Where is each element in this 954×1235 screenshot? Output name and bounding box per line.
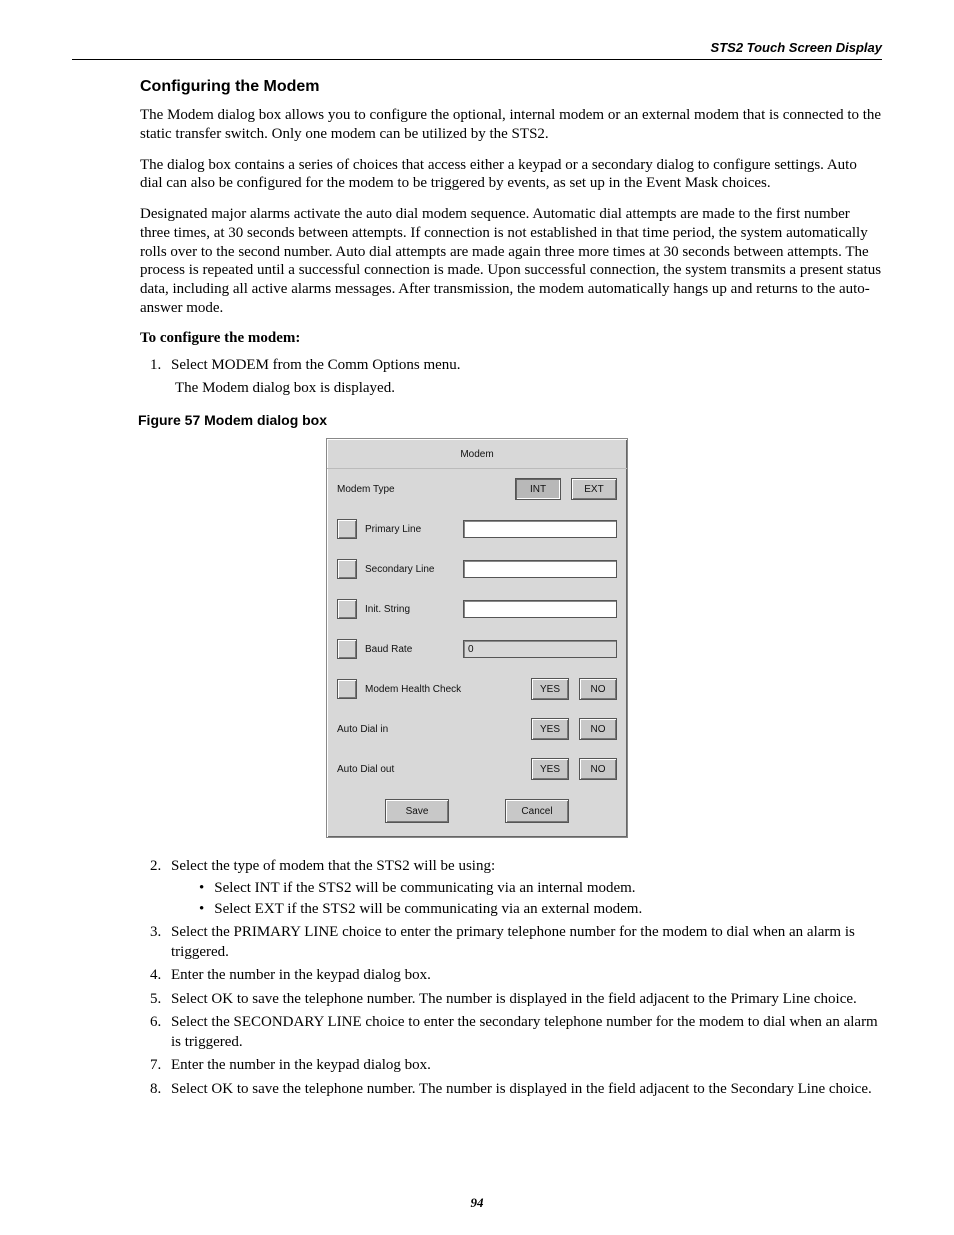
step-1-line-2: The Modem dialog box is displayed. [175,378,882,398]
secondary-line-choice-button[interactable] [337,559,357,579]
content-area-2: Select the type of modem that the STS2 w… [140,856,882,1099]
baud-rate-choice-button[interactable] [337,639,357,659]
step-6: Select the SECONDARY LINE choice to ente… [165,1012,882,1053]
init-string-choice-button[interactable] [337,599,357,619]
auto-dial-in-yes-button[interactable]: YES [531,718,569,740]
row-primary-line: Primary Line [327,509,627,549]
paragraph-3: Designated major alarms activate the aut… [140,205,882,318]
step-4: Enter the number in the keypad dialog bo… [165,965,882,985]
figure-caption: Figure 57 Modem dialog box [138,412,882,428]
auto-dial-out-yes-button[interactable]: YES [531,758,569,780]
step-2-text: Select the type of modem that the STS2 w… [171,858,495,874]
modem-dialog: Modem Modem Type INT EXT Primary Line Se… [326,438,628,838]
auto-dial-out-no-button[interactable]: NO [579,758,617,780]
cancel-button[interactable]: Cancel [505,799,569,823]
label-health-check: Modem Health Check [365,684,485,695]
header-rule [72,59,882,60]
paragraph-2: The dialog box contains a series of choi… [140,156,882,194]
ext-button[interactable]: EXT [571,478,617,500]
row-init-string: Init. String [327,589,627,629]
page-number: 94 [0,1195,954,1211]
row-auto-dial-out: Auto Dial out YES NO [327,749,627,789]
init-string-field[interactable] [463,600,617,618]
page: STS2 Touch Screen Display Configuring th… [0,0,954,1235]
health-check-choice-button[interactable] [337,679,357,699]
int-button[interactable]: INT [515,478,561,500]
secondary-line-field[interactable] [463,560,617,578]
health-check-group: YES NO [531,678,617,700]
label-auto-dial-in: Auto Dial in [337,724,463,735]
baud-rate-field: 0 [463,640,617,658]
steps-list-2: Select the type of modem that the STS2 w… [140,856,882,1099]
row-auto-dial-in: Auto Dial in YES NO [327,709,627,749]
auto-dial-in-group: YES NO [531,718,617,740]
dialog-wrap: Modem Modem Type INT EXT Primary Line Se… [72,438,882,838]
step-2-bullets: Select INT if the STS2 will be communica… [199,878,882,919]
auto-dial-in-no-button[interactable]: NO [579,718,617,740]
dialog-actions: Save Cancel [327,799,627,823]
step-8: Select OK to save the telephone number. … [165,1079,882,1099]
configure-heading: To configure the modem: [140,330,882,347]
label-primary-line: Primary Line [365,524,463,535]
dialog-title: Modem [327,439,627,469]
step-7: Enter the number in the keypad dialog bo… [165,1055,882,1075]
health-check-yes-button[interactable]: YES [531,678,569,700]
step-1: Select MODEM from the Comm Options menu.… [165,355,882,399]
row-secondary-line: Secondary Line [327,549,627,589]
label-init-string: Init. String [365,604,463,615]
content-area: Configuring the Modem The Modem dialog b… [140,78,882,398]
step-2: Select the type of modem that the STS2 w… [165,856,882,919]
section-title: Configuring the Modem [140,78,882,96]
step-1-line-1: Select MODEM from the Comm Options menu. [171,357,461,373]
step-2-bullet-1: Select INT if the STS2 will be communica… [199,878,882,898]
header-right: STS2 Touch Screen Display [72,40,882,59]
label-baud-rate: Baud Rate [365,644,463,655]
label-auto-dial-out: Auto Dial out [337,764,463,775]
steps-list-1: Select MODEM from the Comm Options menu.… [140,355,882,399]
label-modem-type: Modem Type [337,484,467,495]
primary-line-field[interactable] [463,520,617,538]
step-5: Select OK to save the telephone number. … [165,989,882,1009]
row-health-check: Modem Health Check YES NO [327,669,627,709]
paragraph-1: The Modem dialog box allows you to confi… [140,106,882,144]
health-check-no-button[interactable]: NO [579,678,617,700]
step-3: Select the PRIMARY LINE choice to enter … [165,922,882,963]
primary-line-choice-button[interactable] [337,519,357,539]
label-secondary-line: Secondary Line [365,564,463,575]
step-2-bullet-2: Select EXT if the STS2 will be communica… [199,899,882,919]
modem-type-group: INT EXT [515,478,617,500]
row-modem-type: Modem Type INT EXT [327,469,627,509]
save-button[interactable]: Save [385,799,449,823]
auto-dial-out-group: YES NO [531,758,617,780]
row-baud-rate: Baud Rate 0 [327,629,627,669]
